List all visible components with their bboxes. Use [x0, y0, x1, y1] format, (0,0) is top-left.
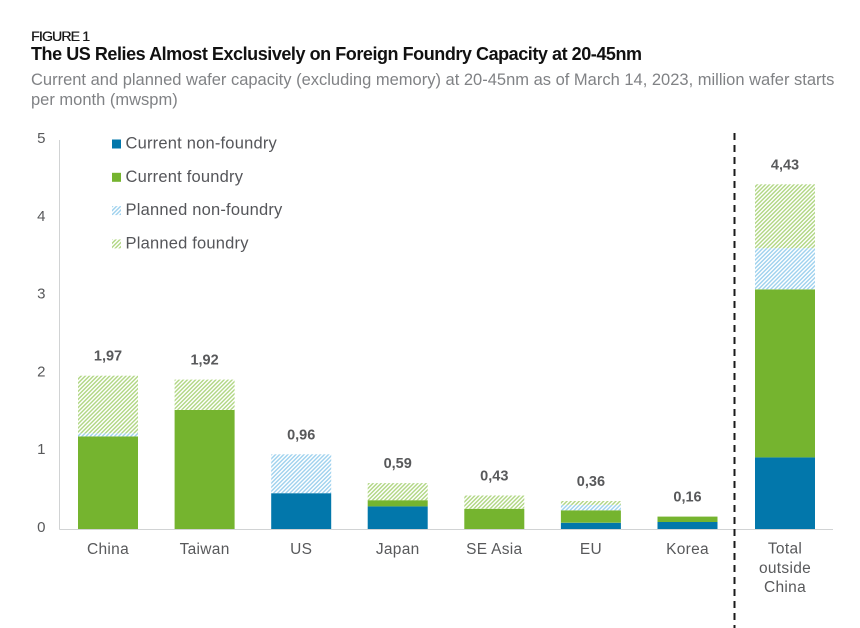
svg-text:Korea: Korea	[666, 541, 709, 558]
svg-text:0,96: 0,96	[287, 427, 315, 443]
svg-text:China: China	[87, 541, 129, 558]
svg-text:SE Asia: SE Asia	[466, 541, 522, 558]
svg-text:Planned non-foundry: Planned non-foundry	[126, 201, 284, 219]
svg-text:0,43: 0,43	[480, 469, 508, 485]
svg-text:0,36: 0,36	[577, 474, 605, 490]
svg-text:4,43: 4,43	[771, 157, 799, 173]
svg-text:Current foundry: Current foundry	[126, 168, 244, 186]
svg-text:4: 4	[37, 208, 45, 225]
svg-text:Planned foundry: Planned foundry	[126, 234, 250, 252]
svg-text:Current non-foundry: Current non-foundry	[126, 135, 278, 153]
svg-text:Taiwan: Taiwan	[180, 541, 230, 558]
svg-text:0,16: 0,16	[673, 490, 701, 506]
svg-text:1,97: 1,97	[94, 349, 122, 365]
svg-text:outside: outside	[759, 560, 811, 577]
svg-text:EU: EU	[580, 541, 602, 558]
svg-text:Total: Total	[768, 541, 802, 558]
svg-text:Japan: Japan	[376, 541, 420, 558]
svg-text:0,59: 0,59	[384, 456, 412, 472]
svg-text:2: 2	[37, 363, 45, 380]
svg-text:1: 1	[37, 441, 45, 458]
svg-text:5: 5	[37, 130, 45, 147]
svg-text:3: 3	[37, 286, 45, 303]
svg-text:China: China	[764, 579, 806, 596]
svg-text:1,92: 1,92	[190, 353, 218, 369]
svg-text:US: US	[290, 541, 312, 558]
svg-text:0: 0	[37, 519, 45, 536]
